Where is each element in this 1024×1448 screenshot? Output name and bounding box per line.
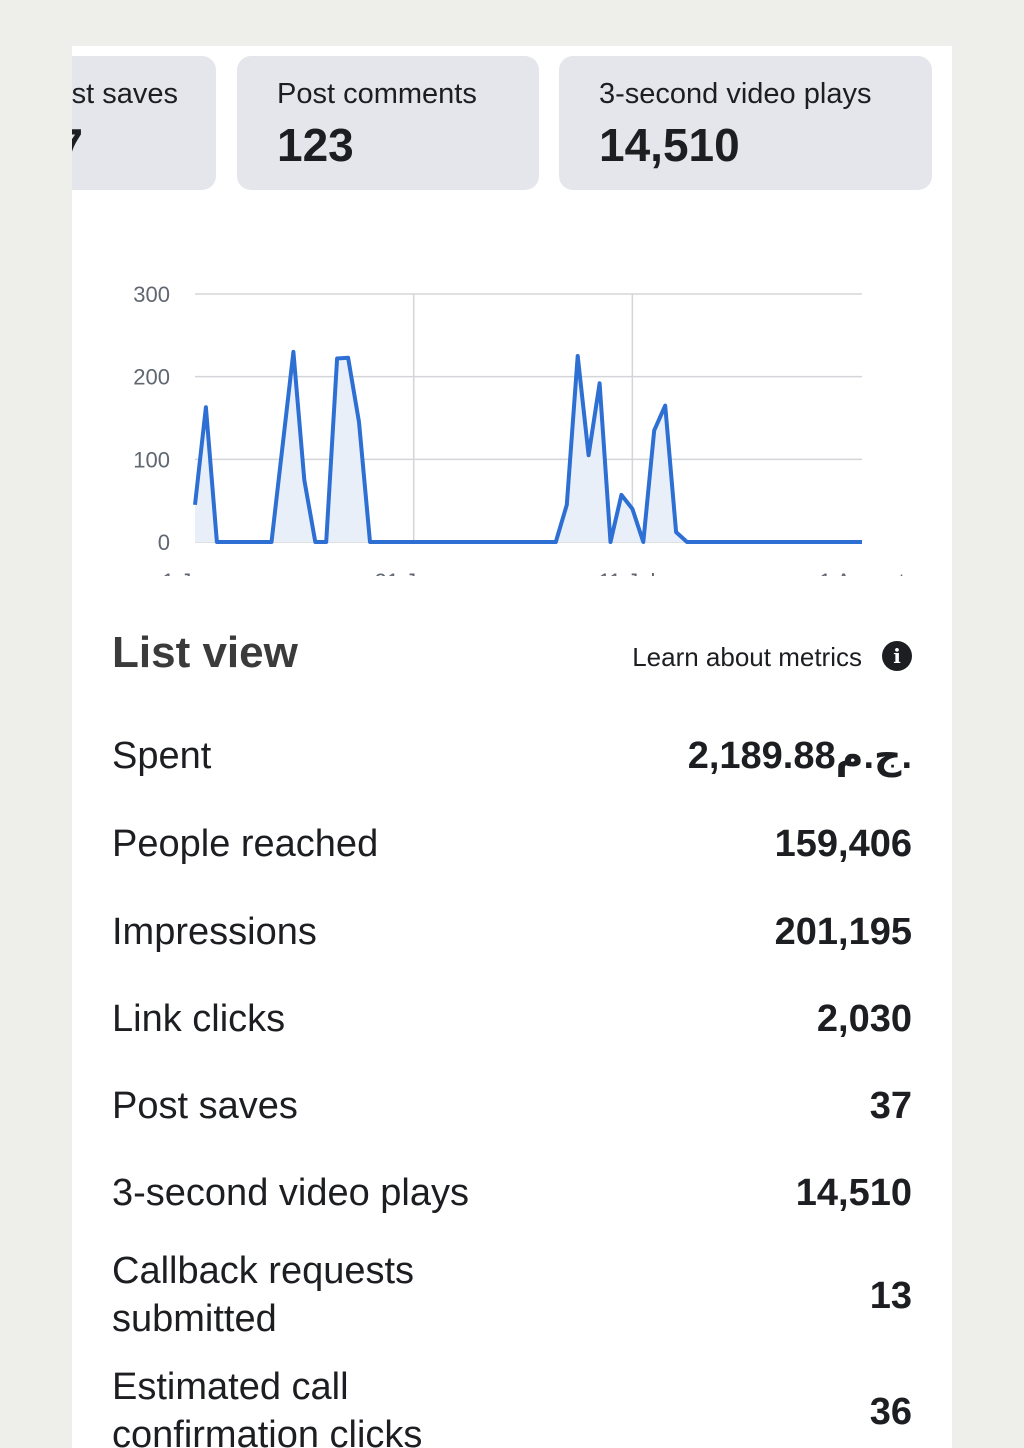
series-area — [195, 351, 862, 542]
y-tick-label: 0 — [158, 530, 170, 555]
card-label: Post saves — [72, 78, 178, 110]
performance-line-chart: 0 100 200 300 1 June 21 June 11 July 1 August — [72, 216, 952, 576]
card-label: 3-second video plays — [599, 78, 872, 110]
metric-row-people-reached: People reached 159,406 — [112, 820, 912, 872]
metric-value: 14,510 — [795, 1172, 912, 1214]
metric-value: 159,406 — [774, 823, 912, 865]
metric-row-video-plays: 3-second video plays 14,510 — [112, 1169, 912, 1221]
x-tick-label: 1 June — [162, 569, 228, 576]
y-tick-label: 300 — [133, 282, 170, 307]
metric-value: 2,189.88ج.م. — [687, 735, 912, 777]
metric-value: 37 — [869, 1085, 912, 1127]
metric-card-video-plays[interactable]: 3-second video plays 14,510 — [559, 56, 932, 190]
x-tick-label: 1 August — [819, 569, 905, 576]
metric-label: 3-second video plays — [112, 1172, 469, 1214]
card-value: 123 — [277, 119, 354, 171]
metric-card-post-saves[interactable]: Post saves 37 — [72, 56, 216, 190]
card-value: 37 — [72, 118, 83, 172]
metric-value: 2,030 — [816, 998, 912, 1040]
metric-value: 36 — [869, 1391, 912, 1433]
metric-value: 13 — [869, 1275, 912, 1317]
metric-row-spent: Spent 2,189.88ج.م. — [112, 732, 912, 784]
metric-label: Link clicks — [112, 998, 286, 1040]
metric-label: Impressions — [112, 911, 317, 953]
metric-row-call-confirmation-clicks: Estimated call confirmation clicks 36 — [112, 1363, 912, 1448]
metric-label: Estimated call confirmation clicks — [112, 1366, 423, 1448]
list-view-title: List view — [112, 628, 298, 677]
card-label: Post comments — [277, 78, 477, 110]
insights-panel: Post saves 37 Post comments 123 3-second… — [72, 46, 952, 1448]
metric-label: Callback requests submitted — [112, 1250, 415, 1340]
metric-row-post-saves: Post saves 37 — [112, 1082, 912, 1134]
learn-about-metrics-link[interactable]: Learn about metrics — [632, 642, 862, 672]
metric-value: 201,195 — [774, 911, 912, 953]
metric-row-impressions: Impressions 201,195 — [112, 908, 912, 960]
metric-label: Post saves — [112, 1085, 298, 1127]
list-view-header: List view Learn about metrics i — [112, 628, 912, 684]
card-value: 14,510 — [599, 119, 740, 171]
metric-row-callback-requests: Callback requests submitted 13 — [112, 1247, 912, 1347]
metric-label: Spent — [112, 735, 212, 777]
x-tick-label: 21 June — [375, 569, 453, 576]
series-line — [193, 349, 862, 544]
y-tick-label: 100 — [133, 447, 170, 472]
metric-card-post-comments[interactable]: Post comments 123 — [237, 56, 539, 190]
metric-label: People reached — [112, 823, 379, 865]
info-icon[interactable]: i — [882, 641, 912, 671]
x-tick-label: 11 July — [598, 569, 666, 576]
metric-row-link-clicks: Link clicks 2,030 — [112, 995, 912, 1047]
y-tick-label: 200 — [133, 365, 170, 390]
chart-svg: 0 100 200 300 1 June 21 June 11 July 1 August — [133, 282, 905, 576]
